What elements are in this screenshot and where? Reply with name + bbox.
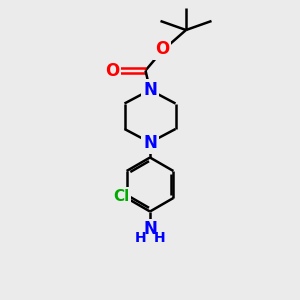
Text: N: N [143, 134, 157, 152]
Text: Cl: Cl [113, 189, 129, 204]
Text: N: N [143, 81, 157, 99]
Text: O: O [105, 61, 119, 80]
Text: H: H [154, 232, 165, 245]
Text: H: H [135, 232, 146, 245]
Text: N: N [143, 220, 157, 238]
Text: O: O [155, 40, 169, 58]
